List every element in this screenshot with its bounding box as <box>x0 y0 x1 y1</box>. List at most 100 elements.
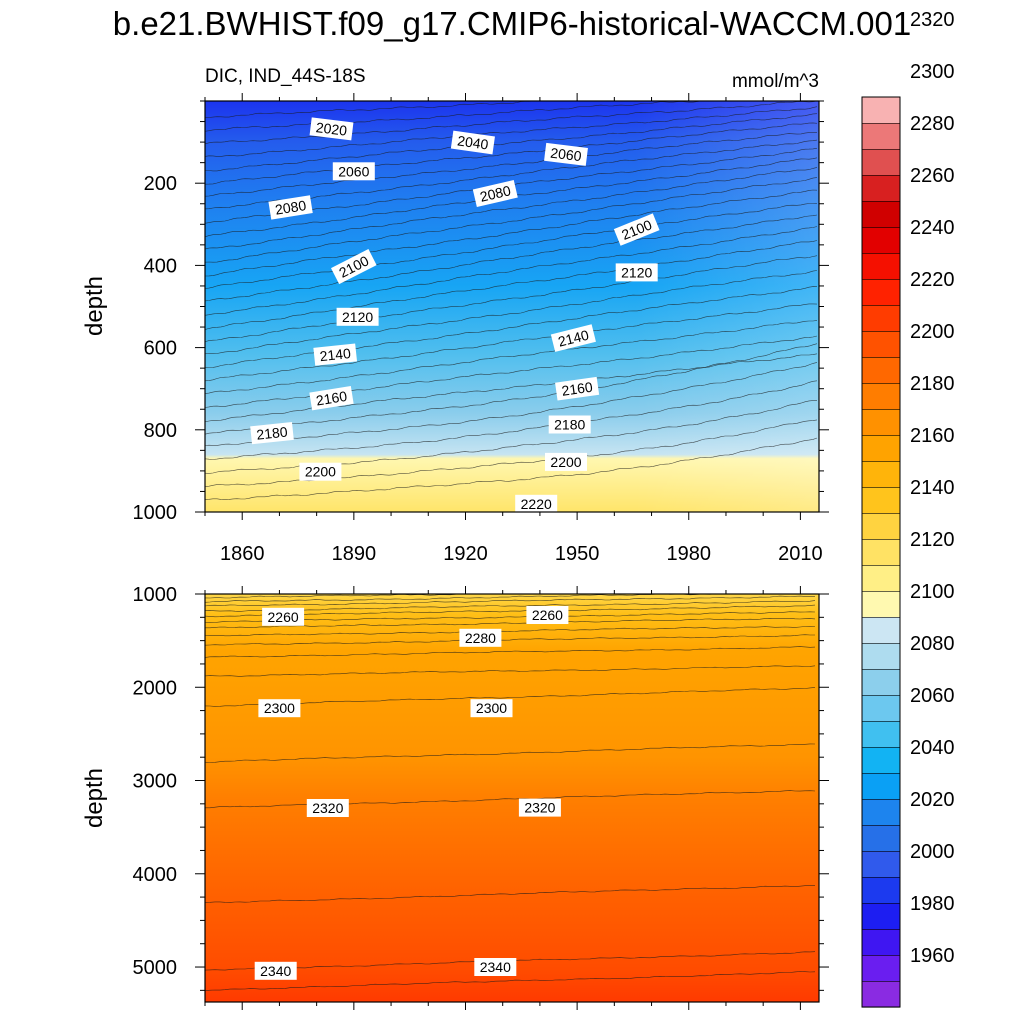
y-tick-label: 1000 <box>133 584 178 606</box>
contour-line <box>205 626 816 637</box>
contour-label-box <box>306 799 349 817</box>
contour-label-text: 2040 <box>456 132 489 152</box>
y-tick-label: 1000 <box>133 502 178 524</box>
contour-label-box <box>258 699 301 718</box>
contour-line <box>205 743 816 763</box>
upper-contour-label: 2080 <box>472 180 518 207</box>
contour-label-text: 2080 <box>274 197 307 218</box>
contour-label-box <box>613 213 660 246</box>
lower-contour-label: 2300 <box>470 699 513 718</box>
contour-line <box>205 335 818 408</box>
contour-line <box>205 595 816 607</box>
lower-frame <box>204 593 820 1003</box>
colorbar-swatch <box>861 200 901 228</box>
upper-contour-label: 2200 <box>299 462 342 481</box>
contour-line <box>205 600 816 612</box>
colorbar-label: 2000 <box>910 841 955 863</box>
colorbar-swatch <box>861 616 901 644</box>
contour-label-box <box>313 343 358 366</box>
lower-contour-label: 2320 <box>518 798 561 817</box>
contour-label-text: 2300 <box>476 700 507 716</box>
x-tick-label: 1920 <box>443 543 488 565</box>
contour-label-box <box>555 376 600 401</box>
chart-title: b.e21.BWHIST.f09_g17.CMIP6-historical-WA… <box>112 5 912 42</box>
colorbar-swatch <box>861 174 901 202</box>
contour-label-text: 2120 <box>621 264 652 280</box>
lower-contour-label: 2340 <box>474 958 517 976</box>
contour-label-box <box>332 162 375 181</box>
colorbar-label: 2260 <box>910 165 955 187</box>
contour-label-box <box>544 142 588 166</box>
colorbar-swatch <box>861 720 901 748</box>
panel-units-label: mmol/m^3 <box>732 71 819 92</box>
contour-line <box>205 203 818 289</box>
upper-contour-label: 2060 <box>544 142 588 166</box>
contour-label-box <box>526 606 569 624</box>
colorbar-swatch <box>861 746 901 774</box>
contour-label-box <box>518 798 561 817</box>
contour-line <box>205 226 818 316</box>
contour-line <box>205 122 818 185</box>
contour-line <box>205 885 816 903</box>
contour-line <box>205 113 818 172</box>
contour-label-text: 2060 <box>550 145 583 165</box>
colorbar-label: 2220 <box>910 269 955 291</box>
colorbar-frame <box>861 96 901 1008</box>
contour-label-box <box>450 130 495 155</box>
colorbar-label: 2240 <box>910 217 955 239</box>
contour-label-box <box>299 462 342 481</box>
colorbar-swatch <box>861 538 901 566</box>
colorbar-swatch <box>861 304 901 332</box>
contour-line <box>205 286 818 368</box>
upper-contour-label: 2160 <box>309 386 354 411</box>
upper-contour-label: 2140 <box>550 324 596 352</box>
lower-contour-label: 2280 <box>459 628 502 647</box>
colorbar-swatch <box>861 96 901 124</box>
contour-line <box>205 270 818 355</box>
colorbar-label: 1960 <box>910 945 955 967</box>
colorbar-swatch <box>861 876 901 904</box>
colorbar-swatch <box>861 148 901 176</box>
x-tick-label: 1980 <box>667 543 712 565</box>
contour-line <box>205 687 816 707</box>
lower-contour-label: 2260 <box>526 606 569 624</box>
colorbar-swatch <box>861 460 901 488</box>
colorbar-swatch <box>861 434 901 462</box>
colorbar-label: 2200 <box>910 321 955 343</box>
y-tick-label: 200 <box>144 173 177 195</box>
colorbar-swatch <box>861 122 901 150</box>
contour-label-box <box>470 699 513 718</box>
contour-line <box>205 594 514 599</box>
contour-line <box>205 255 818 342</box>
contour-line <box>205 634 815 646</box>
colorbar-label: 2100 <box>910 581 955 603</box>
colorbar-swatch <box>861 356 901 384</box>
y-tick-label: 2000 <box>133 677 178 699</box>
colorbar-label: 2160 <box>910 425 955 447</box>
contour-label-text: 2260 <box>268 609 299 625</box>
contour-label-text: 2160 <box>315 388 348 409</box>
contour-label-text: 2200 <box>550 454 581 470</box>
contour-label-text: 2180 <box>554 417 585 433</box>
colorbar-label: 2020 <box>910 789 955 811</box>
contour-line <box>205 214 818 302</box>
contour-label-box <box>331 249 377 285</box>
contour-line <box>205 665 816 677</box>
colorbar-label: 1980 <box>910 893 955 915</box>
contour-line <box>205 177 818 263</box>
upper-contour-label: 2180 <box>250 421 294 445</box>
contour-label-text: 2060 <box>338 163 369 179</box>
lower-contour-lines <box>205 594 816 992</box>
contour-label-text: 2220 <box>521 496 552 512</box>
contour-label-text: 2080 <box>478 182 512 205</box>
contour-label-box <box>262 607 305 626</box>
contour-label-text: 2340 <box>480 959 511 975</box>
contour-label-text: 2300 <box>264 700 295 716</box>
contour-line <box>205 971 816 992</box>
upper-field-shade <box>205 101 819 512</box>
y-tick-label: 800 <box>144 420 177 442</box>
lower-contour-label: 2260 <box>262 607 305 626</box>
